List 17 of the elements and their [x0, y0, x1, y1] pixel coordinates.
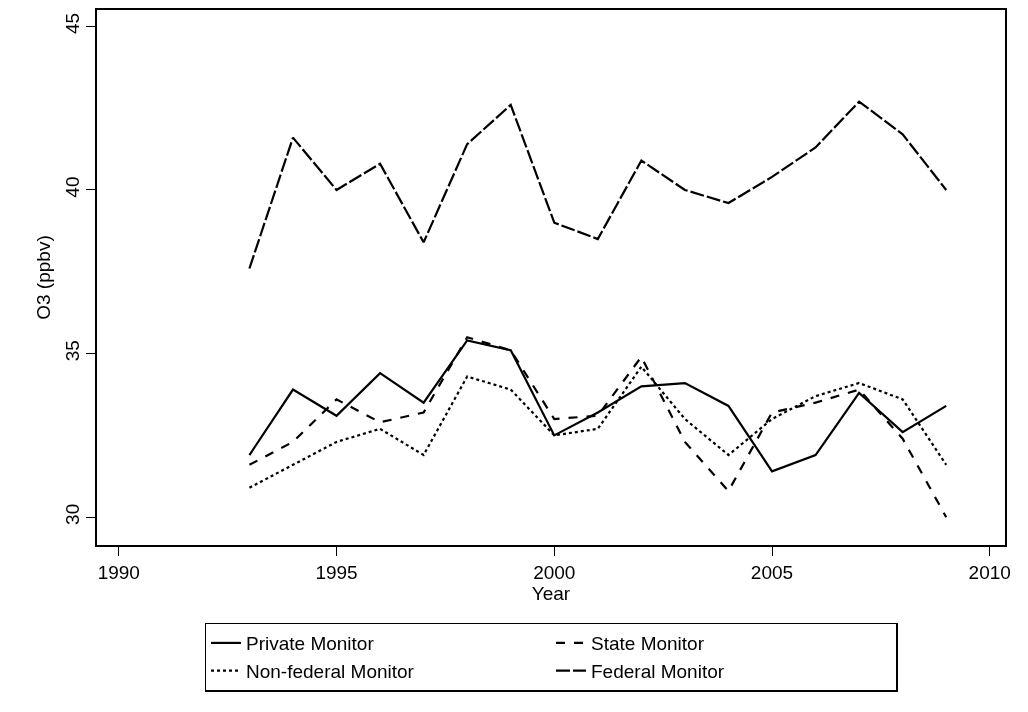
- x-tick-label: 1995: [315, 561, 358, 583]
- line-series: [248, 336, 948, 519]
- y-tick-label: 35: [61, 340, 83, 362]
- legend-label: Non-federal Monitor: [246, 661, 415, 683]
- x-tick-label: 1990: [97, 561, 140, 583]
- y-tick-label: 40: [61, 176, 83, 198]
- legend-label: Federal Monitor: [591, 661, 725, 683]
- x-tick-label: 2000: [533, 561, 576, 583]
- x-axis-title: Year: [531, 582, 571, 604]
- legend-label: Private Monitor: [246, 633, 375, 655]
- legend-label: State Monitor: [591, 633, 705, 655]
- y-axis-title: O3 (ppbv): [33, 235, 54, 320]
- x-tick-label: 2005: [750, 561, 794, 583]
- line-series: [248, 100, 948, 270]
- x-tick-label: 2010: [968, 561, 1011, 583]
- y-tick-label: 45: [61, 12, 83, 35]
- y-tick-label: 30: [61, 503, 83, 525]
